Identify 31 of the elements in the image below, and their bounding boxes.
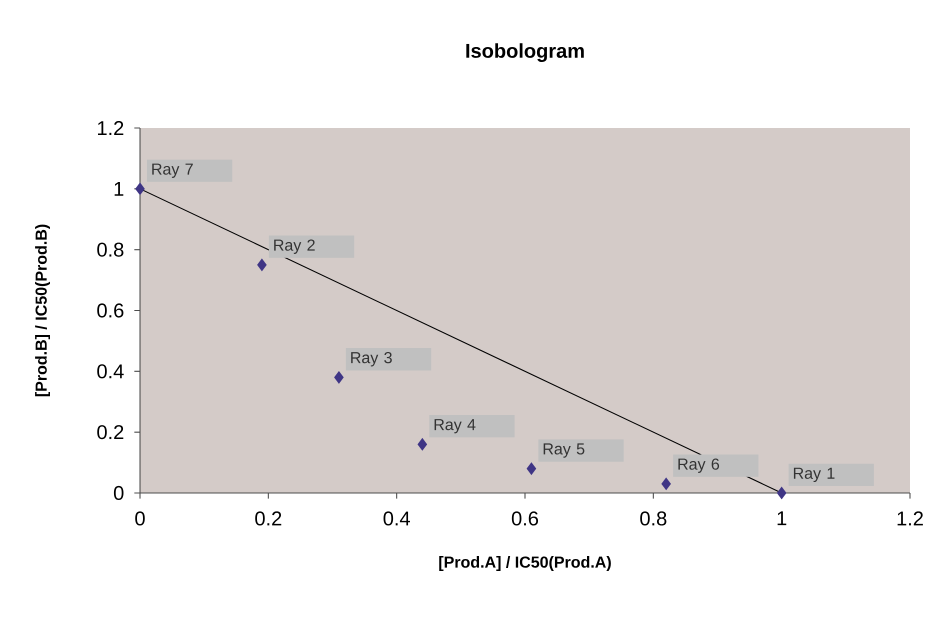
annotation: Ray 6: [678, 458, 720, 473]
x-tick-label: 1: [778, 511, 786, 526]
annotation: Ray 7: [152, 164, 193, 178]
annotation: Ray 3: [351, 352, 392, 366]
annotation: Ray 5: [544, 443, 584, 458]
y-tick-label: 0.2: [97, 425, 124, 440]
x-tick-label: 0.8: [640, 511, 666, 526]
y-axis-title: [Prod.B] / IC50(Prod.B): [35, 224, 50, 396]
point: [135, 182, 145, 196]
point: [661, 478, 671, 490]
point: [418, 438, 428, 451]
annotation: Ray 1: [794, 468, 834, 482]
x-tick-label: 0.4: [384, 511, 410, 526]
y-tick-label: 1: [114, 182, 124, 196]
annotation: Ray 4: [434, 419, 476, 434]
x-tick-label: 0: [135, 511, 145, 526]
x-tick-label: 1.2: [898, 511, 923, 526]
point: [526, 462, 536, 475]
y-tick-label: 0: [114, 486, 124, 500]
annotation: Ray 2: [274, 239, 315, 254]
point: [257, 258, 267, 272]
chart-title: Isobologram: [466, 43, 584, 62]
y-tick-label: 0.8: [97, 242, 124, 257]
y-tick-label: 0.4: [97, 364, 124, 378]
x-axis-title: [Prod.A] / IC50(Prod.A): [439, 556, 611, 571]
y-tick-label: 1.2: [98, 121, 124, 135]
x-tick-label: 0.6: [512, 511, 538, 526]
y-tick-label: 0.6: [97, 303, 124, 318]
point: [776, 486, 786, 500]
x-tick-label: 0.2: [255, 511, 282, 526]
point: [334, 371, 344, 384]
